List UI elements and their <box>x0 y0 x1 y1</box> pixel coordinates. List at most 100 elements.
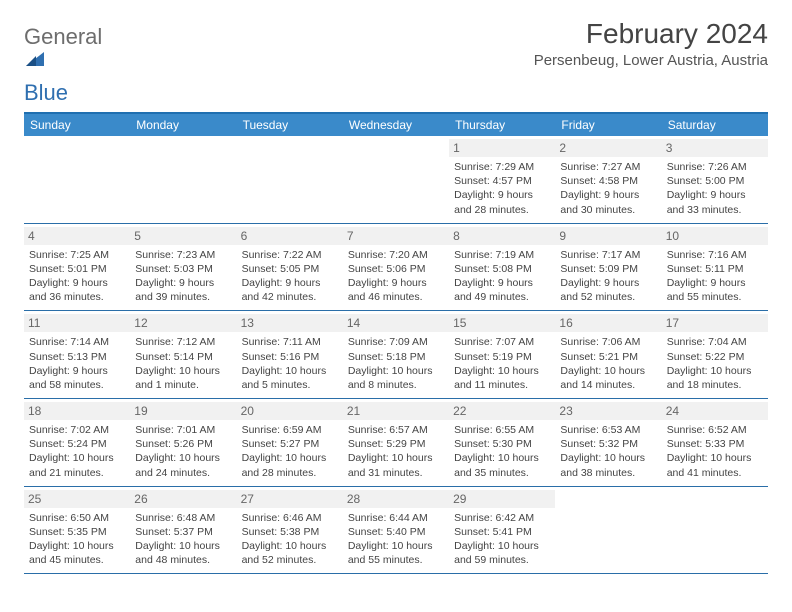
day-number: 16 <box>555 314 661 332</box>
day-number: 10 <box>662 227 768 245</box>
sun-info: Sunrise: 6:44 AMSunset: 5:40 PMDaylight:… <box>348 511 444 568</box>
sun-info: Sunrise: 6:42 AMSunset: 5:41 PMDaylight:… <box>454 511 550 568</box>
calendar-cell: 8 Sunrise: 7:19 AMSunset: 5:08 PMDaylight… <box>449 223 555 311</box>
calendar-cell: 21 Sunrise: 6:57 AMSunset: 5:29 PMDayligh… <box>343 399 449 487</box>
calendar-body: 1 Sunrise: 7:29 AMSunset: 4:57 PMDaylight… <box>24 136 768 574</box>
title-block: February 2024 Persenbeug, Lower Austria,… <box>534 18 768 71</box>
day-number: 25 <box>24 490 130 508</box>
day-number: 18 <box>24 402 130 420</box>
day-number: 27 <box>237 490 343 508</box>
day-number: 9 <box>555 227 661 245</box>
sun-info: Sunrise: 7:04 AMSunset: 5:22 PMDaylight:… <box>667 335 763 392</box>
calendar-cell: 28 Sunrise: 6:44 AMSunset: 5:40 PMDayligh… <box>343 486 449 574</box>
calendar-cell: 29 Sunrise: 6:42 AMSunset: 5:41 PMDayligh… <box>449 486 555 574</box>
brand-part1: General <box>24 24 102 49</box>
calendar-cell: 5 Sunrise: 7:23 AMSunset: 5:03 PMDaylight… <box>130 223 236 311</box>
sun-info: Sunrise: 7:29 AMSunset: 4:57 PMDaylight:… <box>454 160 550 217</box>
sun-info: Sunrise: 7:27 AMSunset: 4:58 PMDaylight:… <box>560 160 656 217</box>
calendar-row: 25Sunrise: 6:50 AMSunset: 5:35 PMDayligh… <box>24 486 768 574</box>
sun-info: Sunrise: 7:17 AMSunset: 5:09 PMDaylight:… <box>560 248 656 305</box>
calendar-cell <box>237 136 343 223</box>
sun-info: Sunrise: 7:16 AMSunset: 5:11 PMDaylight:… <box>667 248 763 305</box>
day-number: 28 <box>343 490 449 508</box>
day-number: 8 <box>449 227 555 245</box>
sun-info: Sunrise: 7:07 AMSunset: 5:19 PMDaylight:… <box>454 335 550 392</box>
brand-logo: General Blue <box>24 18 102 106</box>
day-number: 23 <box>555 402 661 420</box>
sun-info: Sunrise: 7:01 AMSunset: 5:26 PMDaylight:… <box>135 423 231 480</box>
col-friday: Friday <box>555 113 661 136</box>
month-title: February 2024 <box>534 18 768 50</box>
sun-info: Sunrise: 7:14 AMSunset: 5:13 PMDaylight:… <box>29 335 125 392</box>
calendar-cell: 16 Sunrise: 7:06 AMSunset: 5:21 PMDayligh… <box>555 311 661 399</box>
calendar-cell: 14 Sunrise: 7:09 AMSunset: 5:18 PMDayligh… <box>343 311 449 399</box>
col-saturday: Saturday <box>662 113 768 136</box>
day-number: 6 <box>237 227 343 245</box>
day-number: 17 <box>662 314 768 332</box>
sun-info: Sunrise: 7:12 AMSunset: 5:14 PMDaylight:… <box>135 335 231 392</box>
day-number: 11 <box>24 314 130 332</box>
day-number: 29 <box>449 490 555 508</box>
sun-info: Sunrise: 6:52 AMSunset: 5:33 PMDaylight:… <box>667 423 763 480</box>
calendar-cell: 9 Sunrise: 7:17 AMSunset: 5:09 PMDaylight… <box>555 223 661 311</box>
day-number: 2 <box>555 139 661 157</box>
sun-info: Sunrise: 7:20 AMSunset: 5:06 PMDaylight:… <box>348 248 444 305</box>
col-sunday: Sunday <box>24 113 130 136</box>
calendar-cell <box>130 136 236 223</box>
day-number: 21 <box>343 402 449 420</box>
calendar-cell <box>24 136 130 223</box>
calendar-row: 1 Sunrise: 7:29 AMSunset: 4:57 PMDaylight… <box>24 136 768 223</box>
sail-icon <box>24 50 102 68</box>
calendar-cell: 15 Sunrise: 7:07 AMSunset: 5:19 PMDayligh… <box>449 311 555 399</box>
calendar-cell: 27 Sunrise: 6:46 AMSunset: 5:38 PMDayligh… <box>237 486 343 574</box>
day-number: 4 <box>24 227 130 245</box>
calendar-cell: 24 Sunrise: 6:52 AMSunset: 5:33 PMDayligh… <box>662 399 768 487</box>
calendar-cell: 13Sunrise: 7:11 AMSunset: 5:16 PMDayligh… <box>237 311 343 399</box>
sun-info: Sunrise: 7:26 AMSunset: 5:00 PMDaylight:… <box>667 160 763 217</box>
day-number: 14 <box>343 314 449 332</box>
day-number: 1 <box>449 139 555 157</box>
calendar-cell: 4 Sunrise: 7:25 AMSunset: 5:01 PMDaylight… <box>24 223 130 311</box>
sun-info: Sunrise: 6:48 AMSunset: 5:37 PMDaylight:… <box>135 511 231 568</box>
sun-info: Sunrise: 6:46 AMSunset: 5:38 PMDaylight:… <box>242 511 338 568</box>
calendar-cell: 1 Sunrise: 7:29 AMSunset: 4:57 PMDaylight… <box>449 136 555 223</box>
calendar-cell: 6 Sunrise: 7:22 AMSunset: 5:05 PMDaylight… <box>237 223 343 311</box>
day-number: 19 <box>130 402 236 420</box>
col-monday: Monday <box>130 113 236 136</box>
sun-info: Sunrise: 7:06 AMSunset: 5:21 PMDaylight:… <box>560 335 656 392</box>
location-text: Persenbeug, Lower Austria, Austria <box>534 52 768 69</box>
calendar-cell: 22Sunrise: 6:55 AMSunset: 5:30 PMDayligh… <box>449 399 555 487</box>
calendar-cell <box>662 486 768 574</box>
sun-info: Sunrise: 7:02 AMSunset: 5:24 PMDaylight:… <box>29 423 125 480</box>
calendar-cell <box>343 136 449 223</box>
calendar-head: Sunday Monday Tuesday Wednesday Thursday… <box>24 113 768 136</box>
calendar-cell: 18 Sunrise: 7:02 AMSunset: 5:24 PMDayligh… <box>24 399 130 487</box>
sun-info: Sunrise: 7:25 AMSunset: 5:01 PMDaylight:… <box>29 248 125 305</box>
day-number: 24 <box>662 402 768 420</box>
calendar-cell: 23Sunrise: 6:53 AMSunset: 5:32 PMDayligh… <box>555 399 661 487</box>
calendar-cell: 3Sunrise: 7:26 AMSunset: 5:00 PMDaylight… <box>662 136 768 223</box>
sun-info: Sunrise: 7:23 AMSunset: 5:03 PMDaylight:… <box>135 248 231 305</box>
calendar-page: General Blue February 2024 Persenbeug, L… <box>0 0 792 592</box>
sun-info: Sunrise: 7:22 AMSunset: 5:05 PMDaylight:… <box>242 248 338 305</box>
col-tuesday: Tuesday <box>237 113 343 136</box>
day-number: 15 <box>449 314 555 332</box>
page-header: General Blue February 2024 Persenbeug, L… <box>24 18 768 106</box>
brand-part2: Blue <box>24 80 68 105</box>
sun-info: Sunrise: 7:19 AMSunset: 5:08 PMDaylight:… <box>454 248 550 305</box>
day-number: 5 <box>130 227 236 245</box>
calendar-row: 18 Sunrise: 7:02 AMSunset: 5:24 PMDayligh… <box>24 399 768 487</box>
sun-info: Sunrise: 6:59 AMSunset: 5:27 PMDaylight:… <box>242 423 338 480</box>
col-thursday: Thursday <box>449 113 555 136</box>
sun-info: Sunrise: 7:09 AMSunset: 5:18 PMDaylight:… <box>348 335 444 392</box>
calendar-cell: 26 Sunrise: 6:48 AMSunset: 5:37 PMDayligh… <box>130 486 236 574</box>
calendar-cell: 20 Sunrise: 6:59 AMSunset: 5:27 PMDayligh… <box>237 399 343 487</box>
calendar-cell: 7Sunrise: 7:20 AMSunset: 5:06 PMDaylight… <box>343 223 449 311</box>
day-number: 20 <box>237 402 343 420</box>
calendar-cell: 10 Sunrise: 7:16 AMSunset: 5:11 PMDayligh… <box>662 223 768 311</box>
sun-info: Sunrise: 6:57 AMSunset: 5:29 PMDaylight:… <box>348 423 444 480</box>
sun-info: Sunrise: 7:11 AMSunset: 5:16 PMDaylight:… <box>242 335 338 392</box>
day-number: 12 <box>130 314 236 332</box>
brand-text: General Blue <box>24 24 102 106</box>
day-number: 26 <box>130 490 236 508</box>
